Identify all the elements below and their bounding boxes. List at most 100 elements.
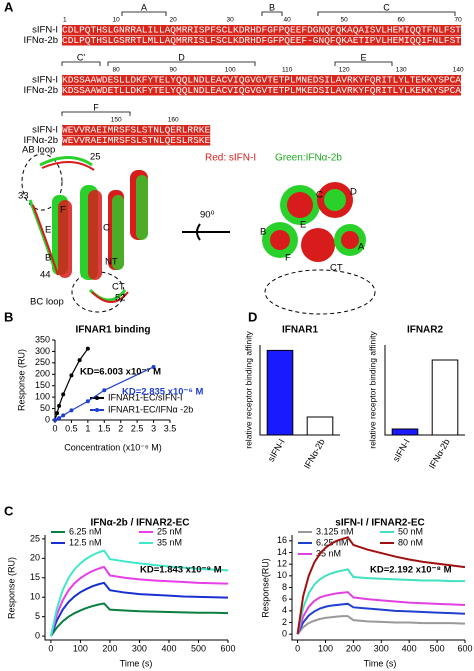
y-tick-label: 6	[282, 594, 287, 604]
legend-label: 35 nM	[316, 548, 341, 558]
y-tick-label: 15	[30, 572, 40, 582]
helix	[136, 175, 148, 240]
legend-label: IFNAR1-EC/IFNα -2b	[108, 404, 193, 414]
sequence: KDSSAAWDESLLDKFYTELYQQLNDLEACVIQGVGVTETP…	[62, 75, 461, 86]
bar	[306, 416, 334, 436]
structure-label: 25	[90, 152, 101, 163]
y-tick-label: 300	[35, 346, 50, 356]
loop	[32, 161, 129, 303]
series-line	[49, 581, 229, 637]
data-point	[85, 346, 90, 351]
bar	[391, 428, 419, 436]
residue-number: 40	[284, 17, 292, 24]
series-line	[50, 602, 229, 637]
helix-bracket	[317, 11, 456, 16]
y-tick-label: 100	[35, 392, 50, 402]
structure-label: 52	[115, 293, 126, 304]
sequence-name: IFNα-2b	[23, 35, 58, 46]
legend-label: 80 nM	[398, 537, 423, 547]
data-point	[85, 399, 90, 404]
y-tick-label: 12	[277, 559, 287, 569]
annotation: KD=2.192 x10⁻⁸ M	[370, 565, 452, 576]
x-tick-label: sIFN-I	[266, 437, 287, 463]
structure-label: AB loop	[22, 145, 55, 156]
panel-label: A	[4, 0, 14, 14]
structure-label: 33	[18, 191, 29, 202]
helix-label: B	[269, 2, 275, 12]
sequence-name: IFNα-2b	[23, 85, 58, 96]
y-tick-label: 14	[277, 547, 287, 557]
legend-label: 12.5 nM	[69, 537, 102, 547]
panel-label: B	[4, 309, 13, 324]
y-tick-label: 200	[35, 369, 50, 379]
x-tick-label: IFNα-2b	[302, 437, 327, 470]
bar	[266, 349, 294, 436]
chart-title: IFNAR1	[282, 325, 319, 336]
sequence-name: IFNα-2b	[23, 135, 58, 146]
helix-end	[287, 192, 313, 218]
legend-label: 35 nM	[157, 537, 182, 547]
sequence-name: sIFN-I	[32, 75, 58, 86]
structure-label: NT	[105, 257, 118, 268]
residue-number: 140	[453, 67, 464, 74]
y-tick-label: 150	[35, 380, 50, 390]
legend-label: IFNAR1-EC/sIFN-I	[108, 392, 183, 402]
legend-label: 25 nM	[157, 526, 182, 536]
data-point	[55, 411, 60, 416]
y-axis-label: Response(RU)	[260, 558, 270, 618]
residue-number: 120	[339, 67, 350, 74]
x-tick-label: 100	[318, 643, 333, 653]
sequence: WEVVRAEIMRSFSLSTNLQERLRRKE	[62, 125, 210, 136]
x-axis-label: Time (s)	[120, 658, 153, 668]
ab-loop-outline	[21, 153, 63, 211]
y-axis-label: Response (RU)	[16, 349, 26, 411]
annotation: KD=1.843 x10⁻⁹ M	[140, 565, 222, 576]
y-tick-label: 10	[277, 570, 287, 580]
residue-number: 20	[170, 17, 178, 24]
sequence-name: sIFN-I	[32, 25, 58, 36]
x-axis-label: Time (s)	[364, 658, 397, 668]
helix-label: F	[93, 102, 99, 112]
structure-legend: Green:IFNα-2b	[275, 153, 342, 164]
helix-end	[301, 228, 335, 262]
structure-label: F	[60, 205, 66, 216]
structure-label: D	[350, 187, 357, 198]
rotation-arrow	[182, 223, 230, 241]
structure-art	[21, 153, 376, 315]
alignment-bg	[62, 75, 461, 85]
y-tick-label: 20	[30, 553, 40, 563]
sequence-name: sIFN-I	[32, 125, 58, 136]
axes	[291, 535, 465, 641]
legend-label: 6.25 nM	[69, 526, 102, 536]
y-tick-label: 16	[277, 535, 287, 545]
series-line	[49, 549, 229, 637]
series-line	[296, 536, 466, 635]
structure-label: E	[300, 220, 306, 231]
helix	[58, 200, 72, 278]
helix-bracket	[121, 11, 167, 16]
x-tick-label: 1	[85, 423, 90, 433]
y-axis-label: relative receptor binding affinity	[367, 331, 377, 449]
legend-label: 3.125 nM	[316, 526, 354, 536]
helix-bracket	[61, 61, 101, 66]
x-tick-label: 100	[73, 643, 88, 653]
residue-number: 60	[398, 17, 406, 24]
data-point	[77, 358, 82, 363]
alignment-bg	[62, 25, 461, 35]
helix-end	[324, 189, 346, 211]
sequence: CDLPQTHSLGSRRTLMLLAQMRRISLFSCLKDRHDFGFPQ…	[62, 35, 461, 46]
x-tick-label: 0	[52, 423, 57, 433]
alignment-bg	[62, 135, 211, 146]
data-point	[53, 418, 57, 422]
chart-title: sIFN-I / IFNAR2-EC	[335, 518, 424, 529]
panel-label: D	[248, 309, 257, 324]
data-point	[57, 403, 62, 408]
residue-number: 50	[341, 17, 349, 24]
legend-marker	[95, 396, 99, 400]
x-tick-label: 600	[220, 643, 235, 653]
structure-label: B	[45, 253, 51, 264]
residue-number: 70	[455, 17, 463, 24]
structure-legend: Red: sIFN-I	[205, 153, 256, 164]
sequence: CDLPQTHSLGNRRALILLAQMRRISPFSCLKDRHDFGFPQ…	[62, 25, 461, 36]
